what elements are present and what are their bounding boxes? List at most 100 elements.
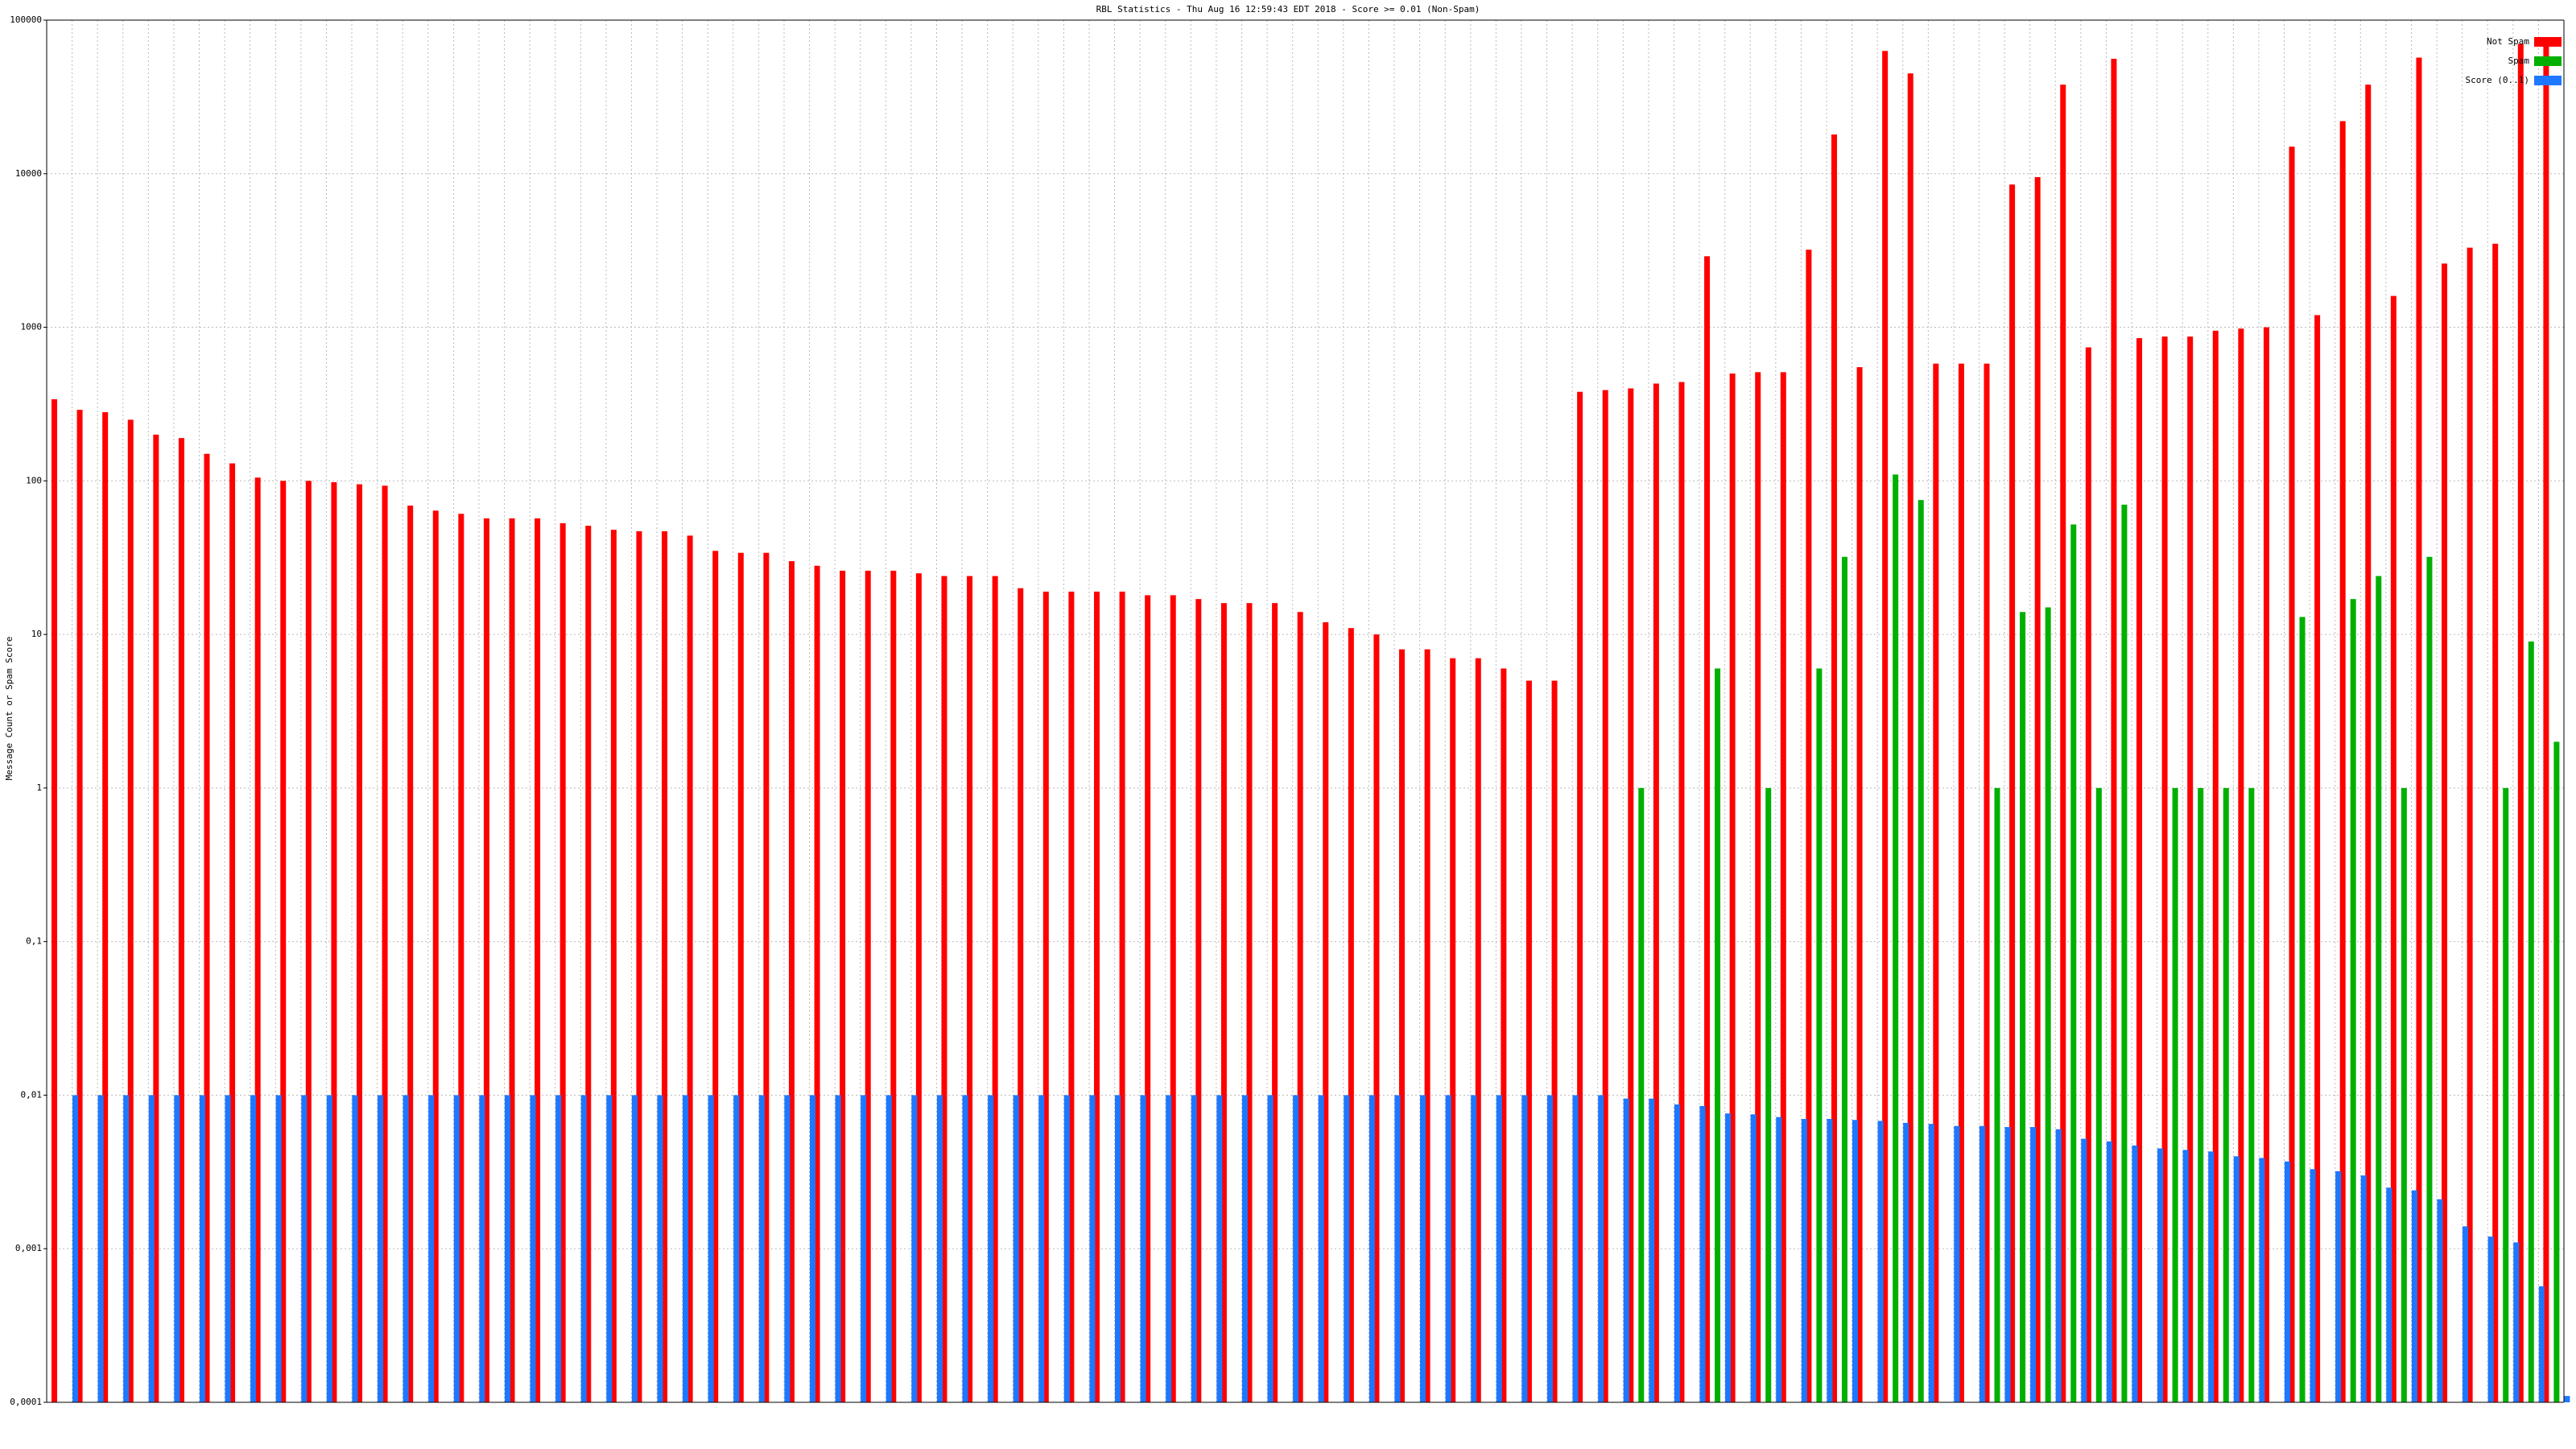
bar	[2564, 1396, 2570, 1402]
bar	[1140, 1095, 1146, 1402]
bar	[1195, 599, 1202, 1402]
bar	[788, 561, 795, 1403]
bar	[2376, 576, 2382, 1403]
bar	[2411, 1190, 2417, 1402]
bar	[1018, 588, 1024, 1402]
bar	[2055, 1129, 2062, 1402]
bar	[1877, 1121, 1884, 1402]
bar	[1501, 668, 1507, 1402]
bar	[148, 1095, 155, 1402]
y-tick-label: 100000	[10, 14, 42, 25]
bar	[275, 1095, 282, 1402]
bar	[941, 576, 947, 1403]
bar	[1725, 1113, 1732, 1402]
bar	[382, 485, 388, 1402]
bar	[1994, 787, 2000, 1402]
bar	[301, 1095, 308, 1402]
bar	[1602, 390, 1608, 1403]
bar	[97, 1095, 104, 1402]
bar	[2060, 85, 2066, 1402]
bar	[1424, 649, 1430, 1402]
bar	[378, 1095, 384, 1402]
bar	[174, 1095, 180, 1402]
bar	[1344, 1095, 1350, 1402]
bar	[814, 565, 820, 1403]
bar	[1267, 1095, 1274, 1402]
bar	[1729, 373, 1736, 1403]
bar	[178, 438, 184, 1402]
bar	[712, 551, 719, 1403]
bar	[1928, 1124, 1934, 1402]
bar	[1856, 367, 1863, 1402]
bar	[2492, 243, 2499, 1402]
bar	[1841, 556, 1847, 1402]
bar	[453, 1095, 460, 1402]
bar	[535, 518, 541, 1402]
y-tick-label: 0,001	[15, 1243, 42, 1253]
bar	[2095, 787, 2102, 1402]
bar	[2360, 1175, 2367, 1402]
bar	[555, 1095, 562, 1402]
bar	[509, 518, 515, 1402]
bar	[2106, 1141, 2112, 1402]
bar	[1191, 1095, 1197, 1402]
bar	[865, 570, 871, 1403]
bar	[153, 434, 159, 1402]
y-tick-label: 1000	[21, 322, 43, 332]
bar	[2070, 524, 2077, 1402]
bar	[1638, 787, 1645, 1402]
bar	[2335, 1170, 2342, 1402]
bar	[610, 530, 617, 1402]
bar	[1450, 658, 1456, 1402]
bar	[1750, 1114, 1757, 1402]
bar	[2339, 121, 2346, 1402]
bar	[2157, 1148, 2164, 1402]
legend-label: Score (0..1)	[2466, 75, 2529, 85]
bar	[967, 576, 973, 1403]
bar	[662, 530, 668, 1402]
bar	[2161, 336, 2168, 1402]
bar	[2004, 1127, 2011, 1402]
bar	[2020, 612, 2026, 1402]
bar	[2284, 1161, 2290, 1402]
bar	[1806, 250, 1812, 1402]
bar	[479, 1095, 485, 1402]
y-tick-label: 1	[36, 782, 42, 793]
bar	[1297, 612, 1303, 1402]
bar	[1699, 1105, 1706, 1402]
bar	[784, 1095, 791, 1402]
bar	[1220, 603, 1227, 1402]
bar	[1801, 1118, 1807, 1402]
bar	[2238, 328, 2244, 1402]
bar	[1475, 658, 1481, 1402]
bar	[1323, 622, 1329, 1402]
bar	[1715, 668, 1721, 1402]
bar	[1780, 372, 1786, 1402]
bar	[2009, 184, 2016, 1403]
bar	[1093, 591, 1100, 1402]
y-tick-label: 10000	[15, 168, 42, 179]
bar	[2513, 1242, 2520, 1402]
bar	[357, 484, 363, 1402]
legend-swatch	[2534, 37, 2562, 47]
bar	[530, 1095, 536, 1402]
bar	[352, 1095, 358, 1402]
bar	[2208, 1151, 2215, 1402]
bar	[2416, 57, 2422, 1403]
bar	[2182, 1150, 2189, 1402]
bar	[331, 482, 337, 1402]
bar	[2259, 1158, 2265, 1402]
bar	[1471, 1095, 1477, 1402]
bar	[1628, 388, 1634, 1403]
bar	[1496, 1095, 1502, 1402]
chart-title: RBL Statistics - Thu Aug 16 12:59:43 EDT…	[1096, 4, 1480, 14]
bar	[250, 1095, 257, 1402]
bar	[1893, 474, 1899, 1402]
bar	[483, 518, 489, 1402]
bar	[1420, 1095, 1426, 1402]
bar	[687, 535, 693, 1402]
bar	[763, 552, 770, 1402]
bar	[2111, 59, 2117, 1402]
bar	[2517, 43, 2524, 1402]
bar	[76, 410, 83, 1403]
